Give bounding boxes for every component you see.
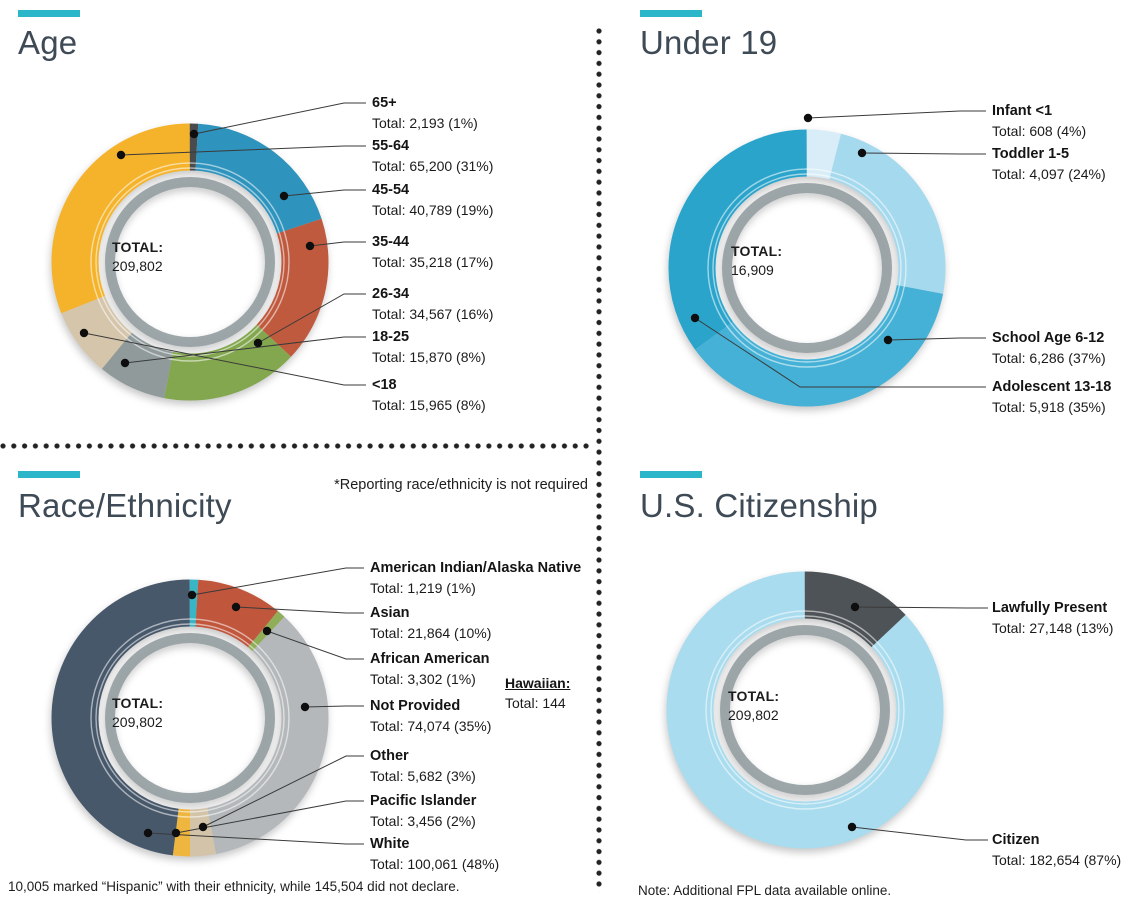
callout-under18: <18 Total: 15,965 (8%) xyxy=(372,377,486,413)
callout-other: Other Total: 5,682 (3%) xyxy=(370,748,476,784)
callout-hawaiian: Hawaiian: Total: 144 xyxy=(505,675,571,711)
age-donut-center-total: TOTAL: 209,802 xyxy=(112,238,163,276)
callout-55-64: 55-64 Total: 65,200 (31%) xyxy=(372,138,494,174)
citizenship-accent-bar xyxy=(640,471,702,478)
age-accent-bar xyxy=(18,10,80,17)
callout-45-54: 45-54 Total: 40,789 (19%) xyxy=(372,182,494,218)
callout-african-american: African American Total: 3,302 (1%) xyxy=(370,651,490,687)
total-value: 209,802 xyxy=(112,258,163,274)
panel-citizenship: U.S. Citizenship TOTAL: 209,802 Lawfully… xyxy=(600,455,1138,909)
race-donut-center-total: TOTAL: 209,802 xyxy=(112,694,163,732)
total-label: TOTAL: xyxy=(728,688,780,704)
race-donut-chart xyxy=(51,579,329,857)
fpl-note: Note: Additional FPL data available onli… xyxy=(638,883,892,898)
callout-lawfully-present: Lawfully Present Total: 27,148 (13%) xyxy=(992,600,1114,636)
under19-accent-bar xyxy=(640,10,702,17)
divider-horizontal-dotted xyxy=(0,443,592,449)
under19-title: Under 19 xyxy=(640,24,778,61)
total-label: TOTAL: xyxy=(731,243,783,259)
citizenship-title: U.S. Citizenship xyxy=(640,487,878,524)
total-value: 16,909 xyxy=(731,262,774,278)
under19-donut-chart xyxy=(668,129,946,407)
callout-pacific-islander: Pacific Islander Total: 3,456 (2%) xyxy=(370,793,477,829)
hispanic-footnote: 10,005 marked “Hispanic” with their ethn… xyxy=(8,879,460,894)
race-accent-bar xyxy=(18,471,80,478)
total-value: 209,802 xyxy=(112,714,163,730)
callout-adolescent: Adolescent 13-18 Total: 5,918 (35%) xyxy=(992,379,1112,415)
race-title: Race/Ethnicity xyxy=(18,487,232,524)
callout-asian: Asian Total: 21,864 (10%) xyxy=(370,605,492,641)
divider-vertical-dotted xyxy=(596,28,602,892)
callout-infant: Infant <1 Total: 608 (4%) xyxy=(992,103,1087,139)
callout-35-44: 35-44 Total: 35,218 (17%) xyxy=(372,234,494,270)
callout-not-provided: Not Provided Total: 74,074 (35%) xyxy=(370,698,492,734)
total-value: 209,802 xyxy=(728,707,779,723)
race-reporting-note: *Reporting race/ethnicity is not require… xyxy=(334,477,588,493)
citizenship-donut-center-total: TOTAL: 209,802 xyxy=(728,687,779,725)
citizenship-donut-chart xyxy=(666,571,944,849)
callout-white: White Total: 100,061 (48%) xyxy=(370,836,500,872)
callout-26-34: 26-34 Total: 34,567 (16%) xyxy=(372,286,494,322)
callout-school-age: School Age 6-12 Total: 6,286 (37%) xyxy=(992,330,1106,366)
panel-under19: Under 19 TOTAL: 16,909 Infant <1 Total: … xyxy=(600,0,1138,448)
panel-race-ethnicity: *Reporting race/ethnicity is not require… xyxy=(0,455,600,909)
age-donut-chart xyxy=(51,123,329,401)
callout-18-25: 18-25 Total: 15,870 (8%) xyxy=(372,329,486,365)
age-title: Age xyxy=(18,24,78,61)
under19-donut-center-total: TOTAL: 16,909 xyxy=(731,242,782,280)
panel-age: Age TOTAL: 209,802 65+ Total: 2,193 (1%) xyxy=(0,0,600,448)
callout-toddler: Toddler 1-5 Total: 4,097 (24%) xyxy=(992,146,1106,182)
total-label: TOTAL: xyxy=(112,695,164,711)
callout-citizen: Citizen Total: 182,654 (87%) xyxy=(992,832,1122,868)
callout-american-indian: American Indian/Alaska Native Total: 1,2… xyxy=(370,560,582,596)
callout-65plus: 65+ Total: 2,193 (1%) xyxy=(372,95,478,131)
total-label: TOTAL: xyxy=(112,239,164,255)
